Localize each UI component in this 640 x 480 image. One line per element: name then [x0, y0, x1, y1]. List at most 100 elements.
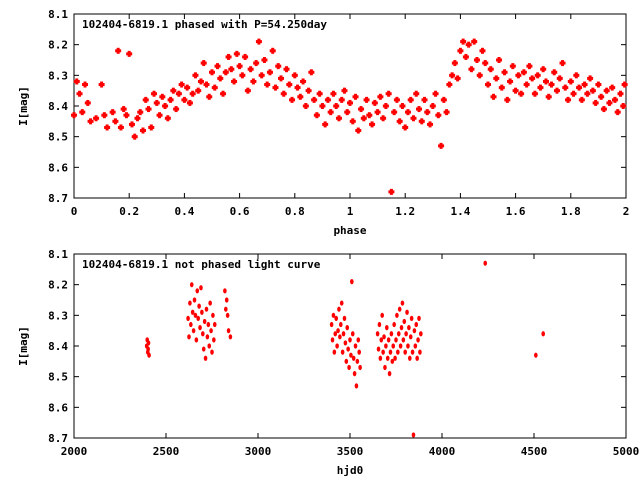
data-point	[476, 72, 483, 79]
data-point	[324, 96, 331, 103]
data-point	[82, 81, 89, 88]
data-point	[375, 331, 380, 337]
data-point	[308, 69, 315, 76]
data-point	[415, 355, 419, 361]
data-point	[206, 93, 213, 100]
data-point	[340, 349, 345, 355]
data-point	[446, 81, 453, 88]
data-point	[84, 99, 91, 106]
data-point	[201, 331, 205, 337]
y-tick-label: 8.3	[48, 69, 68, 82]
data-point	[396, 349, 400, 355]
data-point	[617, 90, 624, 97]
data-point	[224, 297, 229, 303]
y-tick-label: 8.4	[48, 340, 68, 353]
data-point	[147, 352, 151, 358]
data-point	[226, 328, 231, 334]
data-point	[175, 90, 182, 97]
data-point	[507, 78, 514, 85]
data-point	[109, 109, 116, 116]
data-point	[225, 312, 230, 318]
data-point	[200, 309, 204, 315]
data-point	[98, 81, 105, 88]
data-point	[349, 352, 353, 358]
data-point	[300, 78, 307, 85]
data-point	[393, 355, 397, 361]
unphased-x-axis-label: hjd0	[337, 464, 364, 477]
data-point	[126, 50, 133, 57]
data-point	[592, 99, 599, 106]
data-point	[581, 81, 588, 88]
data-point	[272, 84, 279, 91]
data-point	[376, 346, 381, 352]
data-point	[394, 337, 398, 343]
data-point	[380, 115, 387, 122]
data-point	[621, 81, 628, 88]
data-point	[358, 106, 365, 113]
data-point	[71, 112, 77, 119]
data-point	[595, 81, 602, 88]
data-point	[541, 331, 545, 337]
data-point	[349, 118, 356, 125]
phased-chart-title: 102404-6819.1 phased with P=54.250day	[82, 18, 327, 31]
data-point	[333, 103, 340, 109]
data-point	[208, 300, 212, 306]
data-point	[212, 337, 216, 343]
data-point	[332, 349, 337, 355]
data-point	[460, 38, 467, 45]
data-point	[363, 96, 370, 103]
data-point	[140, 127, 146, 134]
data-point	[402, 318, 407, 325]
data-point	[186, 315, 190, 321]
data-point	[468, 66, 475, 73]
unphased-plot-frame	[73, 253, 627, 439]
data-point	[112, 118, 119, 125]
data-point	[316, 90, 323, 97]
y-tick-label: 8.2	[48, 39, 68, 52]
data-point	[204, 306, 209, 312]
data-point	[146, 346, 150, 352]
data-point	[210, 349, 214, 355]
data-point	[391, 109, 398, 116]
data-point	[289, 96, 296, 103]
data-point	[187, 334, 191, 340]
data-point	[190, 309, 195, 315]
data-point	[387, 371, 392, 377]
data-point	[565, 96, 572, 103]
data-point	[421, 96, 428, 103]
data-point	[211, 84, 218, 91]
data-point	[269, 47, 276, 54]
data-point	[352, 371, 357, 377]
data-point	[413, 90, 420, 97]
data-point	[465, 41, 472, 48]
data-point	[384, 343, 388, 349]
y-tick-label: 8.5	[48, 371, 68, 384]
data-point	[189, 90, 196, 97]
x-tick-label: 0.8	[285, 205, 305, 218]
data-point	[562, 84, 569, 91]
x-tick-label: 0.2	[119, 205, 139, 218]
x-tick-label: 2000	[61, 445, 88, 458]
unphased-points	[144, 260, 545, 438]
data-point	[504, 96, 511, 103]
data-point	[209, 328, 213, 334]
data-point	[515, 72, 522, 79]
phased-y-axis-label: I[mag]	[17, 86, 30, 126]
data-point	[440, 96, 447, 103]
data-point	[392, 321, 396, 328]
data-point	[286, 81, 293, 88]
data-point	[551, 69, 558, 76]
data-point	[542, 78, 549, 85]
data-point	[225, 53, 232, 60]
data-point	[343, 340, 348, 346]
data-point	[435, 112, 442, 119]
y-tick-label: 8.7	[48, 192, 68, 205]
data-point	[195, 288, 200, 294]
data-point	[192, 72, 199, 79]
data-point	[338, 334, 342, 340]
x-tick-label: 1.2	[395, 205, 415, 218]
data-point	[258, 72, 265, 79]
data-point	[576, 84, 583, 91]
data-point	[382, 334, 386, 340]
data-point	[338, 96, 345, 103]
